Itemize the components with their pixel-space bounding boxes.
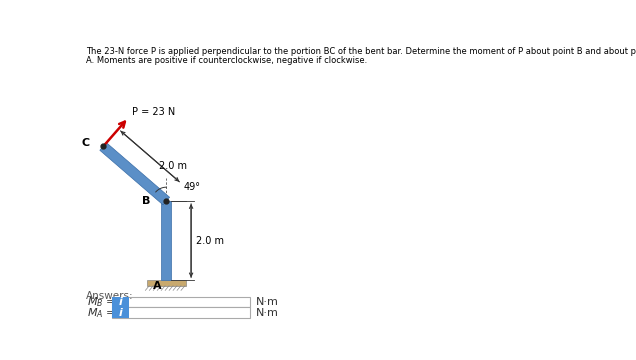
Text: The 23-N force P is applied perpendicular to the portion BC of the bent bar. Det: The 23-N force P is applied perpendicula… [86,47,636,56]
Text: C: C [81,138,89,148]
Text: $M_A$ =: $M_A$ = [87,306,116,320]
Polygon shape [162,201,171,280]
Text: N·m: N·m [256,297,279,307]
Text: $M_B$ =: $M_B$ = [87,295,116,309]
Polygon shape [100,143,170,205]
Bar [112,297,250,307]
Text: N·m: N·m [256,308,279,318]
Text: A. Moments are positive if counterclockwise, negative if clockwise.: A. Moments are positive if counterclockw… [86,55,367,64]
Text: 49°: 49° [183,182,200,192]
Bar [112,297,129,307]
Text: Answers:: Answers: [86,291,134,301]
Bar [147,280,186,286]
Text: i: i [119,297,123,307]
Text: P = 23 N: P = 23 N [132,107,175,117]
Text: A: A [153,281,162,291]
Text: i: i [119,308,123,318]
Bar [112,307,250,318]
Text: B: B [142,196,151,206]
Text: 2.0 m: 2.0 m [196,236,224,246]
Text: 2.0 m: 2.0 m [159,161,187,171]
Bar [112,307,129,318]
